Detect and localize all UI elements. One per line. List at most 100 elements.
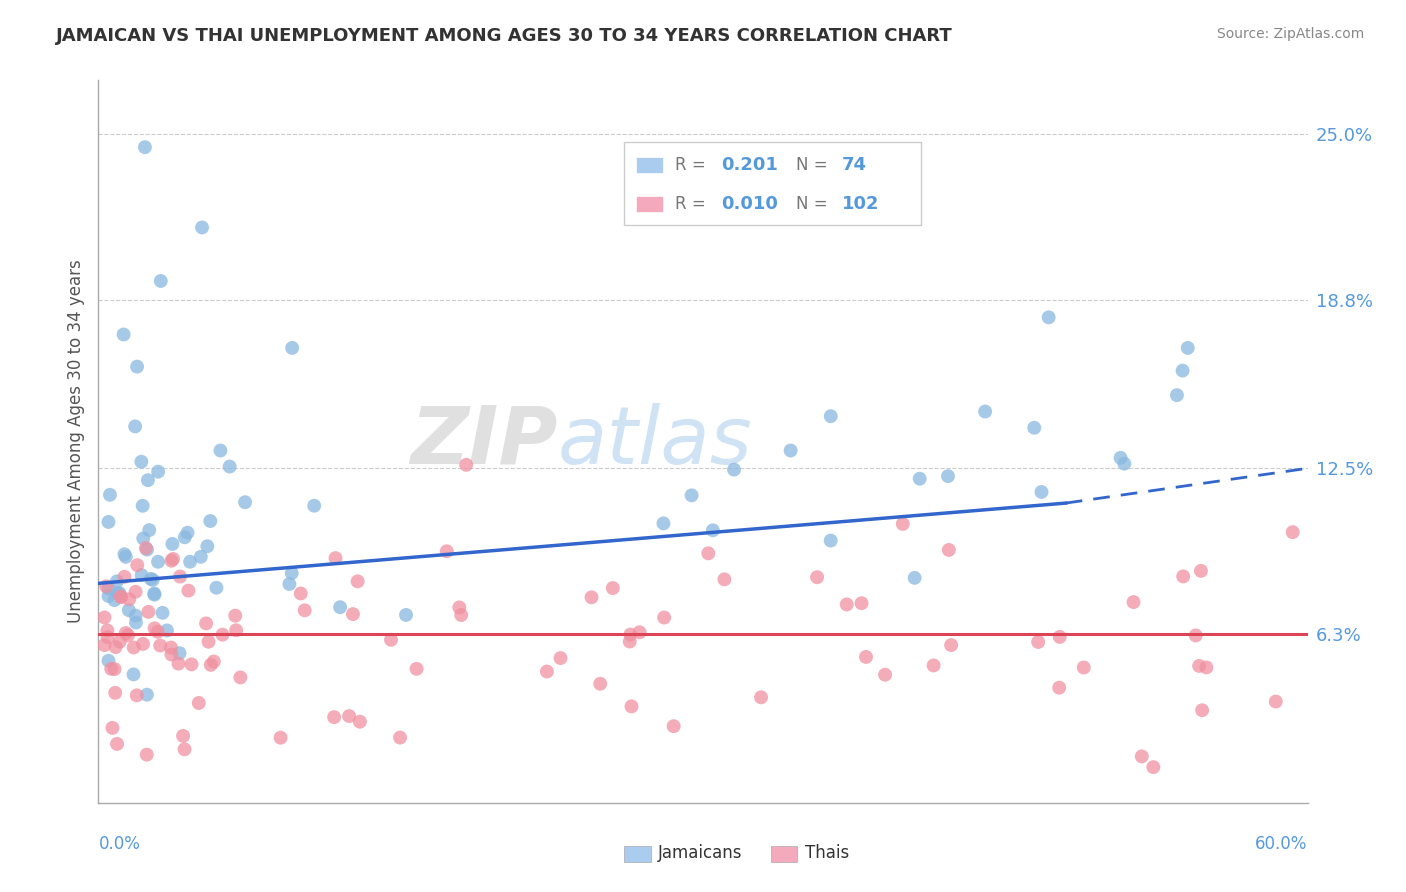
Point — [160, 648, 183, 662]
Point — [749, 690, 772, 705]
Point — [1177, 341, 1199, 355]
Text: 74: 74 — [842, 156, 868, 174]
Point — [136, 542, 159, 557]
Point — [132, 637, 155, 651]
Point — [142, 573, 165, 587]
Point — [104, 640, 127, 654]
Point — [820, 533, 842, 548]
Point — [681, 488, 703, 502]
Point — [323, 710, 346, 724]
Point — [851, 596, 873, 610]
Point — [96, 579, 118, 593]
Point — [160, 640, 183, 655]
Point — [135, 688, 157, 702]
Text: 102: 102 — [842, 195, 880, 213]
Y-axis label: Unemployment Among Ages 30 to 34 years: Unemployment Among Ages 30 to 34 years — [66, 260, 84, 624]
Point — [619, 627, 641, 641]
Point — [702, 524, 724, 538]
FancyBboxPatch shape — [637, 157, 664, 173]
Point — [1195, 660, 1218, 674]
Point — [195, 616, 218, 631]
Point — [891, 516, 914, 531]
Point — [138, 605, 160, 619]
FancyBboxPatch shape — [624, 847, 651, 862]
Point — [536, 665, 558, 679]
Point — [302, 499, 325, 513]
Point — [1026, 635, 1049, 649]
Point — [149, 639, 172, 653]
Point — [103, 662, 125, 676]
Point — [179, 555, 201, 569]
Text: N =: N = — [796, 156, 832, 174]
Point — [110, 590, 132, 604]
Point — [97, 589, 120, 603]
Point — [107, 586, 129, 600]
Point — [342, 607, 364, 621]
Point — [405, 662, 427, 676]
Point — [117, 628, 139, 642]
Point — [224, 608, 246, 623]
Point — [156, 624, 179, 638]
Point — [436, 544, 458, 558]
Point — [779, 443, 801, 458]
Point — [1281, 525, 1303, 540]
Point — [450, 607, 472, 622]
Text: R =: R = — [675, 156, 711, 174]
Point — [105, 574, 128, 589]
Point — [187, 696, 209, 710]
Point — [875, 667, 897, 681]
Point — [152, 606, 174, 620]
Point — [1130, 749, 1153, 764]
Point — [138, 523, 160, 537]
FancyBboxPatch shape — [770, 847, 797, 862]
Point — [135, 541, 157, 555]
Point — [713, 573, 735, 587]
Text: N =: N = — [796, 195, 832, 213]
Point — [136, 473, 159, 487]
Text: Jamaicans: Jamaicans — [658, 845, 742, 863]
Point — [118, 592, 141, 607]
Point — [195, 539, 218, 553]
Point — [191, 220, 214, 235]
Point — [211, 627, 233, 641]
Point — [806, 570, 828, 584]
Point — [380, 632, 402, 647]
Text: ZIP: ZIP — [411, 402, 558, 481]
Point — [122, 640, 145, 655]
Point — [97, 654, 120, 668]
Point — [97, 582, 120, 596]
Point — [922, 658, 945, 673]
Point — [149, 274, 172, 288]
Text: Thais: Thais — [804, 845, 849, 863]
Point — [146, 465, 169, 479]
Point — [205, 581, 228, 595]
Point — [162, 537, 184, 551]
Point — [1031, 485, 1053, 500]
Point — [270, 731, 292, 745]
Point — [939, 638, 962, 652]
Point — [281, 566, 304, 580]
Point — [108, 586, 131, 600]
Point — [581, 591, 603, 605]
Point — [131, 455, 153, 469]
Point — [135, 747, 157, 762]
Point — [127, 558, 149, 573]
Point — [218, 459, 240, 474]
Point — [114, 626, 136, 640]
Text: R =: R = — [675, 195, 711, 213]
Text: 60.0%: 60.0% — [1256, 835, 1308, 853]
Text: Source: ZipAtlas.com: Source: ZipAtlas.com — [1216, 27, 1364, 41]
Point — [456, 458, 478, 472]
Point — [628, 625, 651, 640]
Point — [329, 600, 352, 615]
FancyBboxPatch shape — [637, 196, 664, 212]
Point — [225, 624, 247, 638]
Point — [124, 584, 146, 599]
Point — [125, 359, 148, 374]
Point — [835, 598, 858, 612]
Point — [1166, 388, 1188, 402]
Point — [974, 404, 997, 418]
Point — [936, 469, 959, 483]
Point — [143, 586, 166, 600]
Point — [1049, 630, 1071, 644]
